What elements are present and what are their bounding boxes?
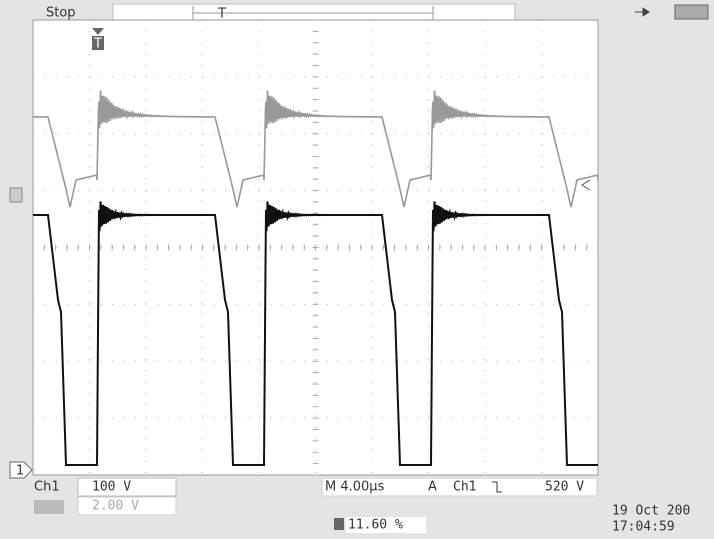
grid (32, 19, 599, 476)
ch2-box (77, 496, 177, 516)
trigger-level-marker (581, 179, 591, 191)
trigger-level: 520 V (545, 480, 584, 495)
trig-pos-icon (334, 518, 344, 530)
trigger-source: Ch1 (453, 480, 476, 495)
timebase: M 4.00µs (325, 480, 385, 495)
trace-ch2 (32, 90, 599, 208)
trigger-arrow (92, 28, 104, 35)
trigger-marker: T (93, 37, 102, 52)
ch1-label: Ch1 (34, 480, 60, 495)
trig-pos-box (346, 517, 426, 533)
acq-icon (635, 7, 650, 17)
trigger-position: 11.60 % (348, 518, 403, 533)
ch1-marker-box (9, 461, 33, 479)
trigger-label: A (428, 480, 437, 495)
record-window (192, 6, 434, 20)
trigger-marker-box (92, 36, 104, 50)
ch2-marker (9, 187, 23, 203)
time-box (321, 477, 598, 497)
trigger-icon: T (217, 7, 226, 22)
time: 17:04:59 (612, 520, 675, 535)
ch1-box (77, 477, 177, 497)
ch2-scale: 2.00 V (92, 499, 139, 514)
status: Stop (46, 6, 76, 21)
trace-ch1 (33, 201, 598, 466)
ch1-marker: 1 (16, 464, 24, 479)
slope-icon (492, 481, 502, 493)
ch2-label-box (34, 500, 64, 514)
battery-icon (674, 4, 709, 20)
ch1-scale: 100 V (92, 480, 131, 495)
date: 19 Oct 200 (612, 504, 690, 519)
